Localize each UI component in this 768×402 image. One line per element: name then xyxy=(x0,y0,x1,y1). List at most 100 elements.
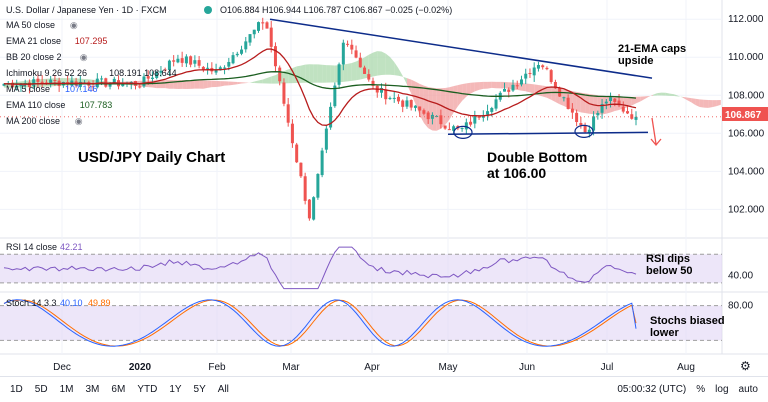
candle-body xyxy=(621,106,625,112)
candle-body xyxy=(587,129,591,134)
stoch-lines xyxy=(3,299,637,347)
cloud-segment xyxy=(521,83,526,92)
candle-body xyxy=(303,176,307,201)
cloud-segment xyxy=(411,79,416,104)
cloud-segment xyxy=(708,100,713,108)
timeframe-1y[interactable]: 1Y xyxy=(169,384,182,395)
indicator-legend-value: 107.295 xyxy=(75,36,108,46)
timeframe-ytd[interactable]: YTD xyxy=(137,384,158,395)
cloud-segment xyxy=(313,64,318,83)
header-legend: U.S. Dollar / Japanese Yen · 1D · FXCM O… xyxy=(6,5,452,15)
indicator-legend-label[interactable]: EMA 21 close xyxy=(6,36,61,46)
time-tick-label: May xyxy=(439,362,458,373)
stoch-band xyxy=(0,305,722,341)
price-scale[interactable]: 112.000 110.000 108.000 106.000 104.000 102.0… xyxy=(728,14,765,311)
cloud-segment xyxy=(674,94,679,97)
time-scale[interactable]: Dec 2020 Feb Mar Apr May Jun Jul Aug xyxy=(53,362,695,373)
cloud-segment xyxy=(199,80,204,89)
log-toggle[interactable]: log xyxy=(715,384,729,395)
timeframe-5y[interactable]: 5Y xyxy=(193,384,206,395)
candle-body xyxy=(329,106,333,128)
status-dot-icon xyxy=(204,6,212,14)
candle-body xyxy=(49,79,53,84)
indicator-legend-label[interactable]: MA 50 close xyxy=(6,20,55,30)
rsi-legend-value: 42.21 xyxy=(60,242,83,252)
gear-icon[interactable]: ⚙ xyxy=(740,359,751,373)
rsi-line xyxy=(3,246,637,290)
candle-body xyxy=(269,27,273,47)
indicator-legend-label[interactable]: Ichimoku 9 26 52 26 xyxy=(6,68,87,78)
candle-body xyxy=(604,101,608,104)
grid xyxy=(0,0,722,354)
cloud-segment xyxy=(423,85,429,129)
cloud-segment xyxy=(283,69,289,84)
candle-body xyxy=(469,121,473,125)
ema-caps-line2: upside xyxy=(618,55,653,67)
indicator-legend-label[interactable]: MA 200 close xyxy=(6,116,60,126)
cloud-segment xyxy=(470,82,475,94)
auto-toggle[interactable]: auto xyxy=(738,384,758,395)
cloud-segment xyxy=(585,93,590,114)
cloud-segment xyxy=(474,82,480,92)
candle-body xyxy=(396,96,400,102)
cloud-segment xyxy=(368,52,374,78)
cloud-segment xyxy=(207,80,212,88)
support-line xyxy=(447,131,649,136)
timeframe-5d[interactable]: 5D xyxy=(34,384,48,395)
price-tick-label: 108.000 xyxy=(728,90,765,101)
percent-toggle[interactable]: % xyxy=(696,384,706,395)
ema-caps-line1: 21-EMA caps xyxy=(618,43,686,55)
cloud-segment xyxy=(296,65,301,83)
cloud-segment xyxy=(716,99,721,107)
cloud-segment xyxy=(211,80,217,88)
indicator-legend-label[interactable]: EMA 110 close xyxy=(6,100,65,110)
cloud-segment xyxy=(517,82,522,91)
candle-body xyxy=(575,112,579,123)
cloud-segment xyxy=(330,65,335,83)
candle-body xyxy=(150,77,154,79)
timeframe-6m[interactable]: 6M xyxy=(111,384,126,395)
candle-body xyxy=(142,76,146,87)
cloud-segment xyxy=(190,80,195,89)
down-arrow-icon xyxy=(650,117,662,147)
cloud-segment xyxy=(436,88,441,131)
candle-body xyxy=(201,66,205,70)
timeframe-3m[interactable]: 3M xyxy=(85,384,100,395)
cloud-segment xyxy=(220,81,225,87)
bottom-right-controls: 05:00:32 (UTC) % log auto xyxy=(617,384,768,395)
candle-body xyxy=(384,89,388,100)
indicator-legend-label[interactable]: BB 20 close 2 xyxy=(6,52,62,62)
cloud-segment xyxy=(691,98,696,105)
timeframe-all[interactable]: All xyxy=(217,384,229,395)
price-pane[interactable] xyxy=(0,0,722,238)
clock[interactable]: 05:00:32 (UTC) xyxy=(617,384,687,395)
bottom-circle xyxy=(574,124,594,139)
cloud-segment xyxy=(631,96,636,106)
trendlines xyxy=(0,18,722,147)
candle-body xyxy=(553,81,557,89)
cloud-segment xyxy=(394,62,399,76)
time-tick-label: 2020 xyxy=(129,362,152,373)
rsi-legend-label[interactable]: RSI 14 close xyxy=(6,242,57,252)
cloud-segment xyxy=(241,82,246,84)
candle-body xyxy=(363,67,367,74)
timeframe-1d[interactable]: 1D xyxy=(10,384,23,395)
chart-canvas[interactable]: 112.000 110.000 108.000 106.000 104.000 102.0… xyxy=(0,0,768,376)
candle-body xyxy=(278,67,282,82)
cloud-segment xyxy=(326,65,331,83)
candle-body xyxy=(295,144,299,163)
candle-body xyxy=(367,74,371,80)
time-tick-label: Apr xyxy=(364,362,380,373)
timeframe-1m[interactable]: 1M xyxy=(59,384,74,395)
candle-body xyxy=(405,100,409,107)
candle-body xyxy=(163,69,167,71)
indicator-legend-label[interactable]: MA 5 close xyxy=(6,84,50,94)
cloud-segment xyxy=(648,94,653,97)
cloud-segment xyxy=(233,81,238,85)
stoch-legend-label[interactable]: Stoch 14 3 3 xyxy=(6,298,57,308)
candle-body xyxy=(159,70,163,73)
symbol-title[interactable]: U.S. Dollar / Japanese Yen · 1D · FXCM xyxy=(6,5,167,15)
candle-body xyxy=(261,22,265,24)
rsi-note-line2: below 50 xyxy=(646,265,692,277)
cloud-segment xyxy=(686,97,692,103)
